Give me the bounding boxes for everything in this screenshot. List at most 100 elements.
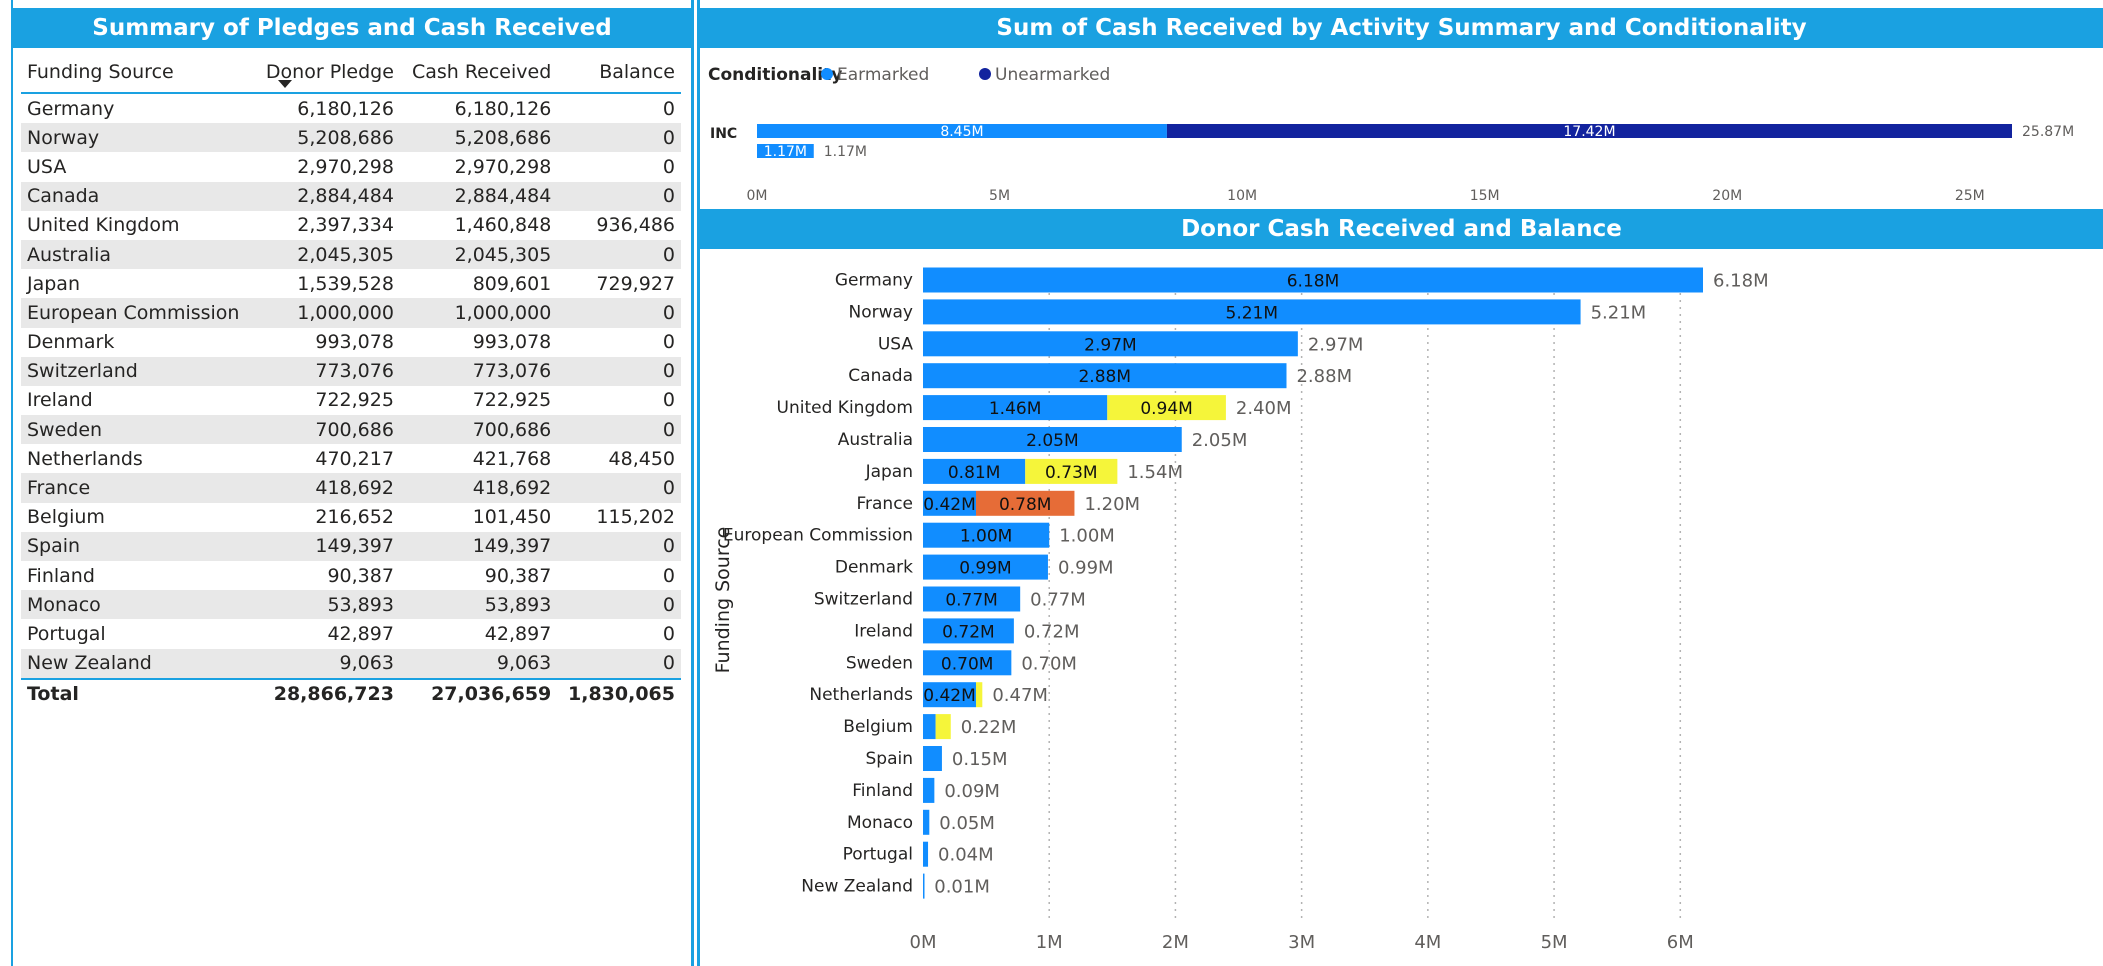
table-total-row: Total 28,866,723 27,036,659 1,830,065 xyxy=(21,677,681,709)
bar-segment[interactable] xyxy=(976,682,983,708)
cell-donor-pledge: 470,217 xyxy=(315,447,394,470)
column-header-balance[interactable]: Balance xyxy=(557,52,681,94)
cell-funding-source: Ireland xyxy=(27,389,93,412)
table-row[interactable]: Finland 90,387 90,387 0 xyxy=(21,561,681,590)
cell-funding-source: Canada xyxy=(21,181,255,211)
cell-donor-pledge: 773,076 xyxy=(254,356,400,386)
data-label: 2.88M xyxy=(1078,367,1131,387)
cell-cash-received: 418,692 xyxy=(399,473,558,503)
cell-cash-received: 2,970,298 xyxy=(454,155,552,178)
legend-unearmarked-marker[interactable] xyxy=(979,68,991,80)
cell-cash-received: 1,460,848 xyxy=(454,214,552,237)
legend-earmarked-label[interactable]: Earmarked xyxy=(837,65,929,85)
table-row[interactable]: Portugal 42,897 42,897 0 xyxy=(21,619,681,648)
bar-segment[interactable] xyxy=(1107,395,1226,421)
table-row[interactable]: Australia 2,045,305 2,045,305 0 xyxy=(21,239,681,270)
category-label: Portugal xyxy=(843,845,913,865)
bar-segment[interactable] xyxy=(923,490,977,516)
bar-segment[interactable] xyxy=(923,841,929,867)
table-row[interactable]: Ireland 722,925 722,925 0 xyxy=(21,386,681,415)
bar-segment[interactable] xyxy=(1166,124,2012,138)
cell-donor-pledge: 6,180,126 xyxy=(297,97,394,120)
pledges-panel-title: Summary of Pledges and Cash Received xyxy=(13,8,691,48)
bar-segment[interactable] xyxy=(923,331,1298,357)
pledges-table-body: Germany 6,180,126 6,180,126 0 Norway 5,208,68… xyxy=(21,93,681,679)
cell-cash-received: 149,397 xyxy=(399,531,558,561)
cell-donor-pledge: 700,686 xyxy=(254,415,400,445)
bar-segment[interactable] xyxy=(1025,458,1118,484)
bar-segment[interactable] xyxy=(757,144,814,158)
total-label: 2.97M xyxy=(1308,334,1364,355)
bar-segment[interactable] xyxy=(923,458,1026,484)
total-label: 0.22M xyxy=(961,717,1017,738)
bar-segment[interactable] xyxy=(923,809,930,835)
bar-segment[interactable] xyxy=(923,746,942,771)
cell-balance: 0 xyxy=(662,564,675,587)
category-label: United Kingdom xyxy=(777,398,913,418)
cell-funding-source: Netherlands xyxy=(27,447,143,470)
table-row[interactable]: Denmark 993,078 993,078 0 xyxy=(21,328,681,357)
table-row[interactable]: Spain 149,397 149,397 0 xyxy=(21,531,681,561)
x-tick-label: 5M xyxy=(1541,932,1568,953)
table-row[interactable]: Germany 6,180,126 6,180,126 0 xyxy=(21,93,681,123)
table-row[interactable]: Monaco 53,893 53,893 0 xyxy=(21,590,681,620)
x-tick-label: 10M xyxy=(1227,188,1257,204)
cell-balance: 0 xyxy=(557,123,681,153)
bar-segment[interactable] xyxy=(923,586,1021,612)
cell-cash-received: 700,686 xyxy=(399,415,558,445)
table-row[interactable]: France 418,692 418,692 0 xyxy=(21,473,681,503)
bar-segment[interactable] xyxy=(923,618,1014,644)
column-header-funding-source[interactable]: Funding Source xyxy=(21,52,255,94)
cell-donor-pledge: 1,000,000 xyxy=(254,298,400,328)
data-label: 17.42M xyxy=(1563,124,1615,140)
legend-unearmarked-label[interactable]: Unearmarked xyxy=(995,65,1110,85)
cell-funding-source: Belgium xyxy=(27,506,105,529)
table-row[interactable]: Belgium 216,652 101,450 115,202 xyxy=(21,503,681,532)
table-row[interactable]: United Kingdom 2,397,334 1,460,848 936,486 xyxy=(21,211,681,240)
cell-funding-source: New Zealand xyxy=(21,648,255,679)
bar-segment[interactable] xyxy=(923,554,1048,580)
category-label: Spain xyxy=(866,749,914,769)
total-label: Total xyxy=(21,677,255,709)
table-row[interactable]: Sweden 700,686 700,686 0 xyxy=(21,415,681,445)
table-row[interactable]: European Commission 1,000,000 1,000,000 0 xyxy=(21,298,681,328)
bar-segment[interactable] xyxy=(976,490,1075,516)
bar-segment[interactable] xyxy=(923,777,935,803)
bar-segment[interactable] xyxy=(923,299,1581,325)
table-row[interactable]: Japan 1,539,528 809,601 729,927 xyxy=(21,269,681,298)
bar-segment[interactable] xyxy=(923,395,1108,421)
cell-balance: 0 xyxy=(662,97,675,120)
bar-segment[interactable] xyxy=(923,650,1012,676)
cell-cash-received: 773,076 xyxy=(399,356,558,386)
table-row[interactable]: New Zealand 9,063 9,063 0 xyxy=(21,648,681,679)
table-row[interactable]: USA 2,970,298 2,970,298 0 xyxy=(21,152,681,181)
cell-balance: 0 xyxy=(557,648,681,679)
sort-descending-icon[interactable] xyxy=(278,80,292,88)
bar-segment[interactable] xyxy=(757,124,1167,138)
legend-earmarked-marker[interactable] xyxy=(821,68,833,80)
bar-segment[interactable] xyxy=(923,714,936,740)
x-tick-label: 15M xyxy=(1470,188,1500,204)
cell-cash-received: 90,387 xyxy=(484,564,552,587)
bar-segment[interactable] xyxy=(923,427,1182,452)
cell-donor-pledge: 53,893 xyxy=(254,590,400,620)
bar-segment[interactable] xyxy=(923,682,977,708)
bar-segment[interactable] xyxy=(923,363,1287,389)
data-label: 0.73M xyxy=(1045,463,1098,483)
bar-segment[interactable] xyxy=(923,522,1050,548)
bar-segment[interactable] xyxy=(923,267,1703,293)
table-row[interactable]: Canada 2,884,484 2,884,484 0 xyxy=(21,181,681,211)
category-label: Switzerland xyxy=(814,590,913,610)
cell-cash-received: 101,450 xyxy=(472,506,552,529)
bar-segment[interactable] xyxy=(935,714,951,740)
table-row[interactable]: Norway 5,208,686 5,208,686 0 xyxy=(21,123,681,153)
cell-donor-pledge: 90,387 xyxy=(327,564,394,587)
cell-balance: 115,202 xyxy=(596,506,675,529)
data-label: 0.42M xyxy=(923,686,976,706)
table-row[interactable]: Netherlands 470,217 421,768 48,450 xyxy=(21,444,681,473)
column-header-donor-pledge[interactable]: Donor Pledge xyxy=(254,52,400,94)
bar-segment[interactable] xyxy=(923,873,925,899)
table-row[interactable]: Switzerland 773,076 773,076 0 xyxy=(21,356,681,386)
cell-funding-source: France xyxy=(21,473,255,503)
column-header-cash-received[interactable]: Cash Received xyxy=(399,52,558,94)
